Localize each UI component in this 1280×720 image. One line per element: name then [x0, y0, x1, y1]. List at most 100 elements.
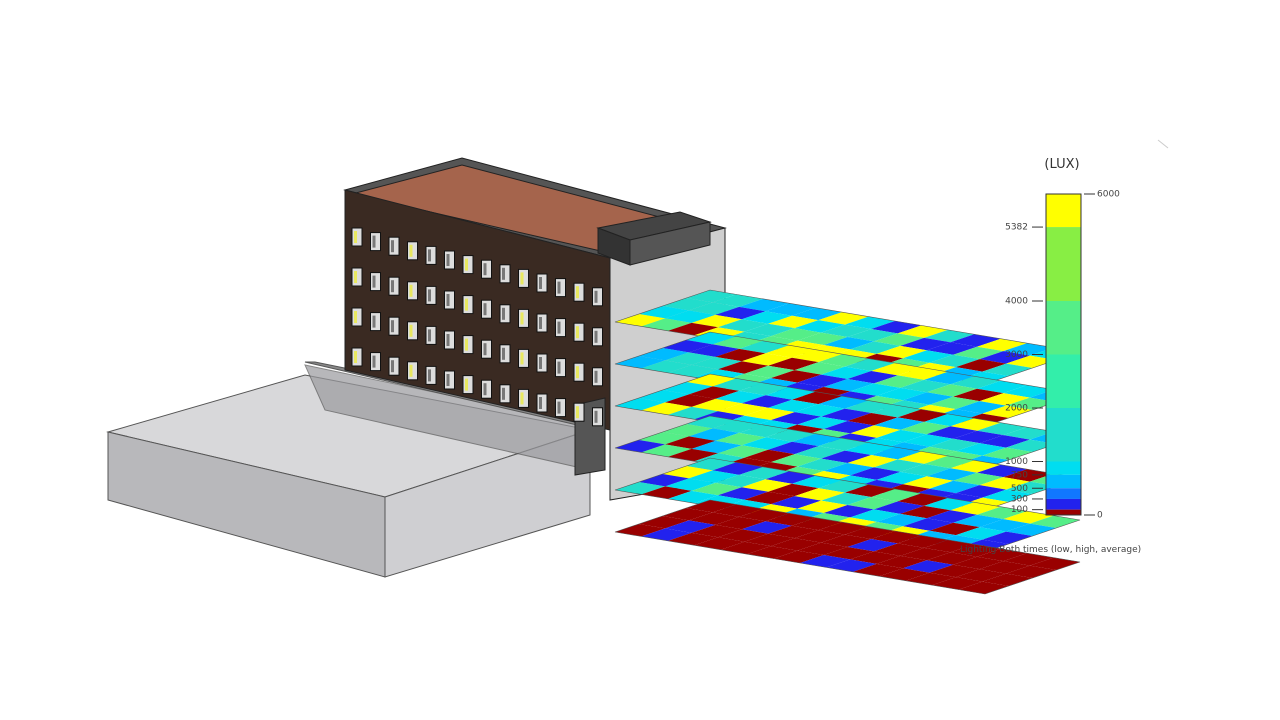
plate-cell — [768, 357, 819, 371]
window-glass — [354, 351, 357, 363]
plate-cell — [823, 463, 874, 476]
plate-cell — [797, 332, 848, 345]
plate-cell — [720, 541, 771, 555]
plate-cell — [871, 531, 922, 544]
plate-cell — [773, 550, 824, 563]
plate-outline — [614, 499, 1081, 595]
plate-cell — [641, 402, 692, 415]
window-glass — [354, 271, 357, 283]
window-glass — [391, 240, 394, 253]
window-glass — [465, 258, 468, 271]
plate-cell — [1003, 385, 1054, 398]
window-glass — [372, 235, 376, 248]
plate-cell — [615, 398, 666, 411]
plate-cell — [1006, 565, 1057, 578]
plate-cell — [821, 450, 872, 463]
plate-cell — [688, 302, 740, 315]
plate-cell — [641, 360, 692, 373]
plate-cell — [976, 506, 1028, 520]
plate-cell — [950, 376, 1001, 389]
plate-cell — [741, 353, 792, 366]
plate-cell — [791, 307, 843, 321]
plate-cell — [924, 413, 975, 427]
plate-cell — [823, 337, 874, 350]
plate-cell — [847, 455, 898, 468]
plate-cell — [691, 356, 742, 370]
color-band — [1046, 474, 1081, 489]
window-glass — [446, 374, 450, 386]
plate-cell — [641, 528, 692, 541]
plate-cell — [844, 484, 895, 497]
window-glass — [483, 343, 487, 356]
podium — [106, 361, 602, 578]
plate-cell — [791, 475, 843, 489]
plate-cell — [818, 396, 869, 409]
plate-cell — [844, 316, 895, 329]
plate-cell — [850, 509, 901, 522]
plate-cell — [924, 455, 975, 469]
plate-cell — [950, 418, 1001, 431]
plate-cell — [688, 512, 740, 525]
plate-cell — [691, 398, 742, 412]
color-band — [1046, 194, 1081, 228]
window-glass — [372, 315, 376, 328]
window-glass — [409, 244, 413, 257]
plate-cell — [879, 568, 930, 581]
tick-label: 2000 — [1005, 404, 1028, 414]
plate-cell — [638, 348, 689, 361]
tick-label: 4000 — [1005, 297, 1028, 307]
plate-cell — [953, 556, 1004, 570]
plate-cell — [791, 349, 843, 363]
plate-cell — [747, 546, 798, 559]
plate-cell — [847, 539, 898, 552]
plate-cell — [712, 504, 763, 517]
color-band — [1046, 227, 1081, 301]
plate-cell — [982, 531, 1033, 544]
plate-cell — [953, 514, 1004, 528]
plate-cell — [739, 466, 790, 480]
plate-cell — [744, 491, 795, 505]
plate-cell — [770, 412, 822, 425]
plate-cell — [794, 446, 845, 459]
color-band — [1046, 354, 1081, 408]
plate-cell — [688, 428, 740, 441]
tick-label: 5382 — [1005, 223, 1028, 233]
tick-label: 300 — [1011, 494, 1028, 504]
plate-cell — [850, 383, 901, 396]
plate-cell — [691, 482, 742, 496]
plate-cell — [905, 572, 956, 586]
plate-cell — [958, 581, 1009, 594]
plate-cell — [686, 290, 737, 303]
window-glass — [465, 298, 468, 311]
plate-cell — [955, 569, 1007, 582]
plate-cell — [850, 341, 901, 354]
window-glass — [520, 352, 524, 365]
plate-cell — [818, 438, 869, 451]
plate-cell — [982, 573, 1033, 586]
plate-cell — [926, 384, 977, 397]
plate-cell — [979, 519, 1030, 532]
plate-cell — [1006, 355, 1057, 368]
plate-cell — [818, 480, 869, 493]
plate-cell — [852, 563, 904, 577]
color-band — [1046, 301, 1081, 355]
floor-plates — [614, 289, 1081, 595]
plate-cell — [844, 358, 895, 371]
plate-cell — [897, 535, 948, 548]
plate-cell — [638, 516, 689, 529]
plate-cell — [667, 364, 719, 378]
plate-cell — [712, 462, 763, 475]
window-glass — [594, 370, 598, 383]
plate-cell — [686, 500, 737, 513]
plate-cell — [765, 471, 816, 484]
plate-cell — [929, 480, 980, 494]
plate-cell — [903, 350, 954, 363]
plate-cell — [876, 429, 927, 443]
plate-cell — [873, 543, 925, 556]
plate-cell — [900, 505, 951, 519]
plate-cell — [638, 306, 689, 319]
plate-cell — [850, 425, 901, 438]
window-glass — [483, 303, 487, 316]
window-glass — [446, 254, 450, 266]
window-glass — [539, 357, 542, 369]
